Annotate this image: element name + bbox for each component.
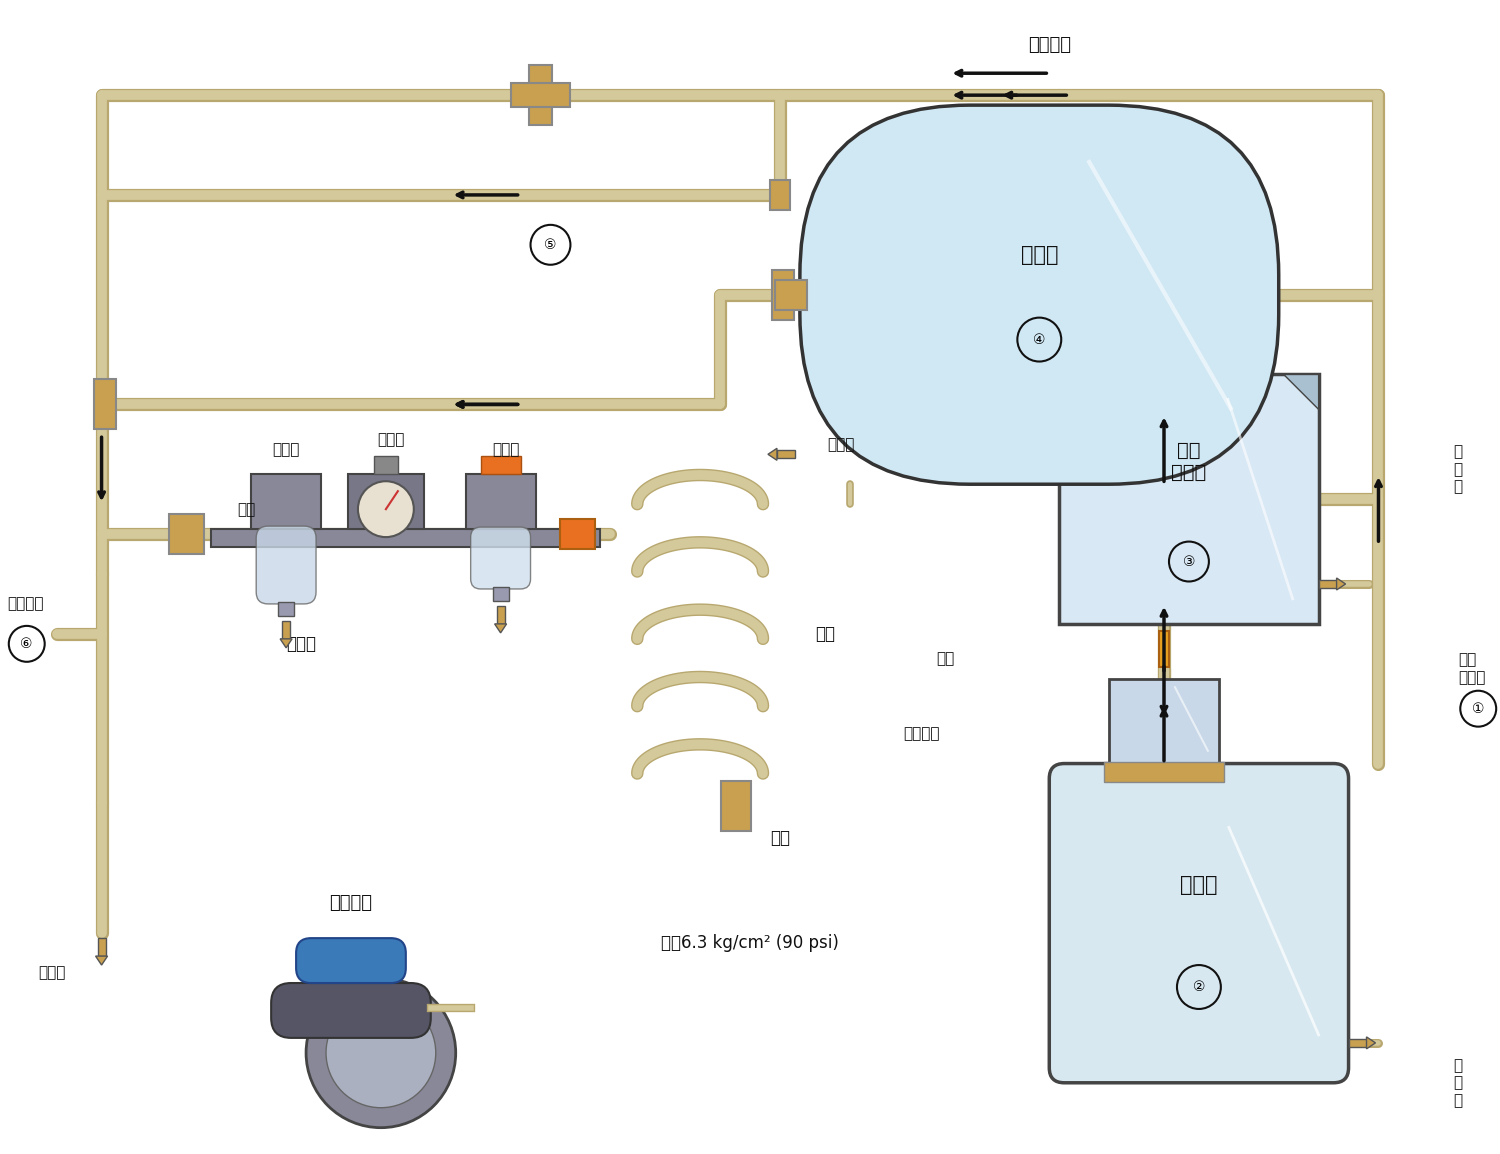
Text: 洩
水
閥: 洩 水 閥 <box>1454 1058 1462 1108</box>
Bar <box>777 450 795 458</box>
Bar <box>170 515 204 554</box>
Bar <box>1059 375 1318 624</box>
Text: 到工作站: 到工作站 <box>8 597 44 612</box>
Text: 高壓空氣: 高壓空氣 <box>1028 36 1071 54</box>
FancyBboxPatch shape <box>471 527 531 589</box>
FancyBboxPatch shape <box>256 526 316 604</box>
Polygon shape <box>768 448 777 460</box>
Polygon shape <box>1284 375 1318 410</box>
Bar <box>528 66 552 125</box>
Bar <box>1348 1039 1366 1047</box>
Bar <box>480 456 520 474</box>
Text: 洩水閥: 洩水閥 <box>828 437 855 452</box>
Text: 氣動工具: 氣動工具 <box>330 894 372 912</box>
Polygon shape <box>1366 1037 1376 1049</box>
Circle shape <box>326 998 436 1108</box>
Text: ③: ③ <box>1182 555 1196 569</box>
Circle shape <box>306 979 456 1127</box>
Text: ⑤: ⑤ <box>544 238 556 252</box>
Text: 空氣
過濾器: 空氣 過濾器 <box>1458 652 1485 685</box>
FancyBboxPatch shape <box>800 105 1278 485</box>
Bar <box>510 83 570 107</box>
Text: 注油器: 注油器 <box>492 442 519 457</box>
Polygon shape <box>280 639 292 647</box>
Bar <box>211 530 600 547</box>
Text: ④: ④ <box>1034 332 1046 346</box>
Text: 調壓器: 調壓器 <box>376 432 405 447</box>
Text: 空壓機: 空壓機 <box>1180 875 1218 894</box>
Polygon shape <box>1336 578 1346 590</box>
Bar <box>93 380 116 429</box>
Polygon shape <box>96 956 108 965</box>
Bar <box>772 270 794 320</box>
Bar <box>348 474 424 530</box>
Text: ⑥: ⑥ <box>21 637 33 651</box>
Bar <box>722 781 752 831</box>
FancyBboxPatch shape <box>272 983 430 1037</box>
Bar <box>1318 580 1336 589</box>
FancyBboxPatch shape <box>296 938 406 983</box>
Bar <box>98 938 105 956</box>
Bar <box>1108 679 1220 764</box>
Bar <box>776 279 807 309</box>
Text: 風管: 風管 <box>815 624 836 643</box>
Bar <box>770 180 790 210</box>
Bar <box>1160 631 1168 667</box>
FancyBboxPatch shape <box>1050 764 1348 1082</box>
Text: 濾水器: 濾水器 <box>273 442 300 457</box>
Circle shape <box>358 481 414 537</box>
Text: 洩
水
閥: 洩 水 閥 <box>1454 444 1462 494</box>
Text: 開關: 開關 <box>237 502 255 517</box>
Text: 最大6.3 kg/cm² (90 psi): 最大6.3 kg/cm² (90 psi) <box>662 934 839 952</box>
Text: 空氣
乾燥機: 空氣 乾燥機 <box>1172 441 1206 482</box>
Bar <box>496 606 504 624</box>
Bar <box>251 474 321 530</box>
Text: ①: ① <box>1472 702 1485 715</box>
Bar <box>465 474 536 530</box>
Text: 洩水閥: 洩水閥 <box>38 966 66 981</box>
Bar <box>278 602 294 616</box>
Bar <box>492 587 508 601</box>
Bar <box>1104 762 1224 781</box>
Bar <box>374 456 398 474</box>
Bar <box>282 621 290 639</box>
Bar <box>561 519 596 549</box>
Text: 洩水閥: 洩水閥 <box>286 635 316 653</box>
Polygon shape <box>495 624 507 632</box>
Text: 接頭: 接頭 <box>770 830 790 847</box>
Text: 開關: 開關 <box>936 651 954 666</box>
Text: ②: ② <box>1192 980 1204 994</box>
Text: 高壓空氣: 高壓空氣 <box>903 726 939 741</box>
Text: 儲氣桶: 儲氣桶 <box>1020 245 1058 264</box>
